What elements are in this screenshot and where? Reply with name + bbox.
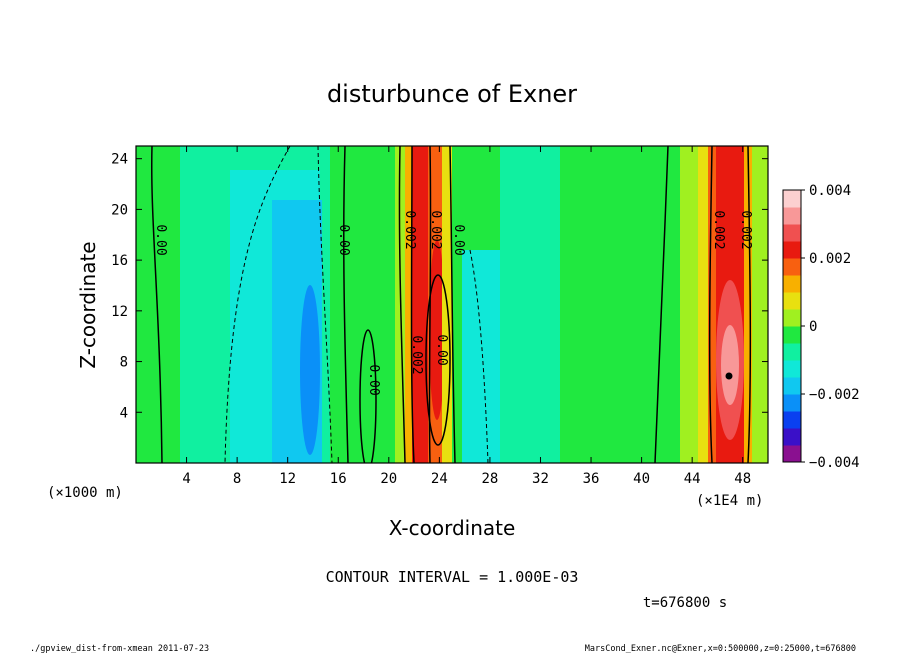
colorbar-swatch (783, 445, 801, 463)
band-orange-d (744, 146, 754, 463)
colorbar-swatch (783, 224, 801, 242)
contour-interval-text: CONTOUR INTERVAL = 1.000E-03 (326, 568, 579, 586)
plot-area: 0.00 0.00 0.002 0.002 0.00 0.002 0.00 0.00 0.002… (136, 146, 768, 463)
x-unit-right: (×1E4 m) (696, 493, 763, 509)
contour-label: 0.002 (428, 210, 443, 249)
colorbar-swatch (783, 428, 801, 446)
colorbar-swatch (783, 360, 801, 378)
contour-label: 0.00 (336, 224, 351, 255)
contour-labels: 0.00 0.00 0.002 0.002 0.00 0.002 0.00 0.00 0.002… (153, 210, 753, 395)
y-tick-label: 20 (111, 202, 128, 218)
contour-label: 0.002 (402, 210, 417, 249)
contour-zero-4 (449, 146, 456, 463)
colorbar-swatch (783, 258, 801, 276)
contour-label: 0.00 (153, 224, 168, 255)
band-left-green (136, 146, 176, 463)
blob-blue (300, 285, 320, 455)
contour-dashed-2 (317, 146, 333, 463)
blob-pink-b (721, 325, 739, 405)
x-tick-label: 48 (734, 471, 751, 487)
y-tick-label: 12 (111, 304, 128, 320)
x-unit-left: (×1000 m) (47, 485, 123, 501)
plot-frame (135, 145, 769, 464)
colorbar-swatch (783, 309, 801, 327)
band-yellow-d (698, 146, 710, 463)
colorbar-swatch (783, 411, 801, 429)
contour-zero-1 (151, 146, 163, 463)
colorbar-swatch (783, 326, 801, 344)
contour-label: 0.00 (451, 224, 466, 255)
contour-point (725, 372, 733, 380)
x-axis-ticks: 4 8 12 16 20 24 28 32 36 40 44 48 (182, 146, 751, 487)
y-tick-label: 16 (111, 253, 128, 269)
y-axis-ticks: 4 8 12 16 20 24 (111, 152, 768, 421)
x-tick-label: 24 (431, 471, 448, 487)
x-tick-label: 40 (633, 471, 650, 487)
colorbar-swatch (783, 207, 801, 225)
colorbar-tick-label: −0.002 (809, 387, 860, 403)
contour-closed-1 (425, 274, 451, 446)
band-cyan-c (462, 250, 502, 463)
contour-label: 0.002 (738, 210, 753, 249)
colorbar-swatch (783, 241, 801, 259)
band-green-c (560, 146, 640, 463)
contour-label: 0.00 (434, 334, 449, 365)
contour-closed-2 (359, 329, 377, 463)
contour-dashed-3 (469, 249, 489, 463)
x-tick-label: 44 (684, 471, 701, 487)
band-yellow-e (752, 146, 768, 463)
colorbar-ticks: 0.004 0.002 0 −0.002 −0.004 (801, 183, 860, 471)
footer-right: MarsCond_Exner.nc@Exner,x=0:500000,z=0:2… (585, 644, 856, 654)
x-tick-label: 28 (481, 471, 498, 487)
band-yellow-c (680, 146, 700, 463)
contour-002-2 (428, 146, 432, 463)
x-tick-label: 8 (233, 471, 241, 487)
colorbar-swatch (783, 190, 801, 208)
band-red-a (412, 146, 428, 463)
contour-zero-3 (398, 146, 406, 463)
band-orange-c (708, 146, 718, 463)
band-green-mid (330, 146, 400, 463)
contour-label: 0.00 (366, 364, 381, 395)
field-bands (136, 146, 768, 463)
colorbar-swatch (783, 343, 801, 361)
contour-002-4 (747, 146, 752, 463)
band-orange-a (405, 146, 415, 463)
y-tick-label: 8 (120, 355, 128, 371)
x-tick-label: 4 (182, 471, 190, 487)
colorbar-swatch (783, 275, 801, 293)
colorbar-tick-label: −0.004 (809, 455, 860, 471)
contour-dashed-1 (224, 146, 291, 463)
contour-002-3 (708, 146, 713, 463)
x-tick-label: 36 (583, 471, 600, 487)
footer-left: ./gpview_dist-from-xmean 2011-07-23 (30, 644, 209, 654)
x-tick-label: 32 (532, 471, 549, 487)
chart-title: disturbunce of Exner (327, 80, 577, 108)
x-tick-label: 12 (279, 471, 296, 487)
x-axis-label: X-coordinate (389, 516, 516, 540)
x-tick-label: 16 (330, 471, 347, 487)
time-label: t=676800 s (643, 595, 727, 611)
band-green-d (640, 146, 680, 463)
contour-label: 0.002 (711, 210, 726, 249)
colorbar-tick-label: 0 (809, 319, 817, 335)
contour-zero-5 (654, 146, 669, 463)
contour-lines (151, 146, 752, 463)
contour-zero-2 (343, 146, 349, 463)
colorbar-tick-label: 0.002 (809, 251, 851, 267)
contour-002-1 (410, 146, 415, 463)
colorbar-tick-label: 0.004 (809, 183, 851, 199)
contour-label: 0.002 (409, 335, 424, 374)
y-tick-label: 24 (111, 152, 128, 168)
y-tick-label: 4 (120, 405, 128, 421)
colorbar-swatch (783, 394, 801, 412)
x-tick-label: 20 (380, 471, 397, 487)
colorbar (782, 189, 802, 463)
y-axis-label: Z-coordinate (76, 241, 100, 368)
colorbar-swatch (783, 377, 801, 395)
colorbar-swatch (783, 292, 801, 310)
